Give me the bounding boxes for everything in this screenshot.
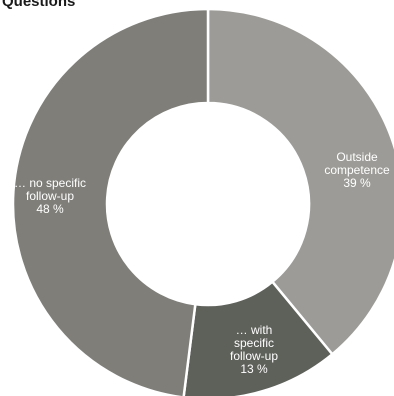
slice-value-label: 48 % <box>36 202 64 216</box>
slice-category-label: follow-up <box>230 349 278 363</box>
chart-title: Questions <box>2 0 76 10</box>
slice-category-label: … with <box>236 323 273 337</box>
slice-category-label: competence <box>324 163 390 177</box>
slice-value-label: 13 % <box>240 362 268 376</box>
slice-category-label: follow-up <box>26 189 74 203</box>
slice-label-3: … no specific follow-up 48 % <box>14 176 86 216</box>
donut-slice-3 <box>11 7 210 396</box>
slice-label-1: Outside competence 39 % <box>324 150 390 190</box>
donut-slice-2 <box>182 280 335 396</box>
donut-slice-1 <box>206 7 394 357</box>
slice-category-label: … no specific <box>14 176 86 190</box>
slice-value-label: 39 % <box>343 176 371 190</box>
slice-category-label: specific <box>234 336 274 350</box>
slice-category-label: Outside <box>336 150 378 164</box>
slice-label-2: … with specific follow-up 13 % <box>230 323 278 376</box>
